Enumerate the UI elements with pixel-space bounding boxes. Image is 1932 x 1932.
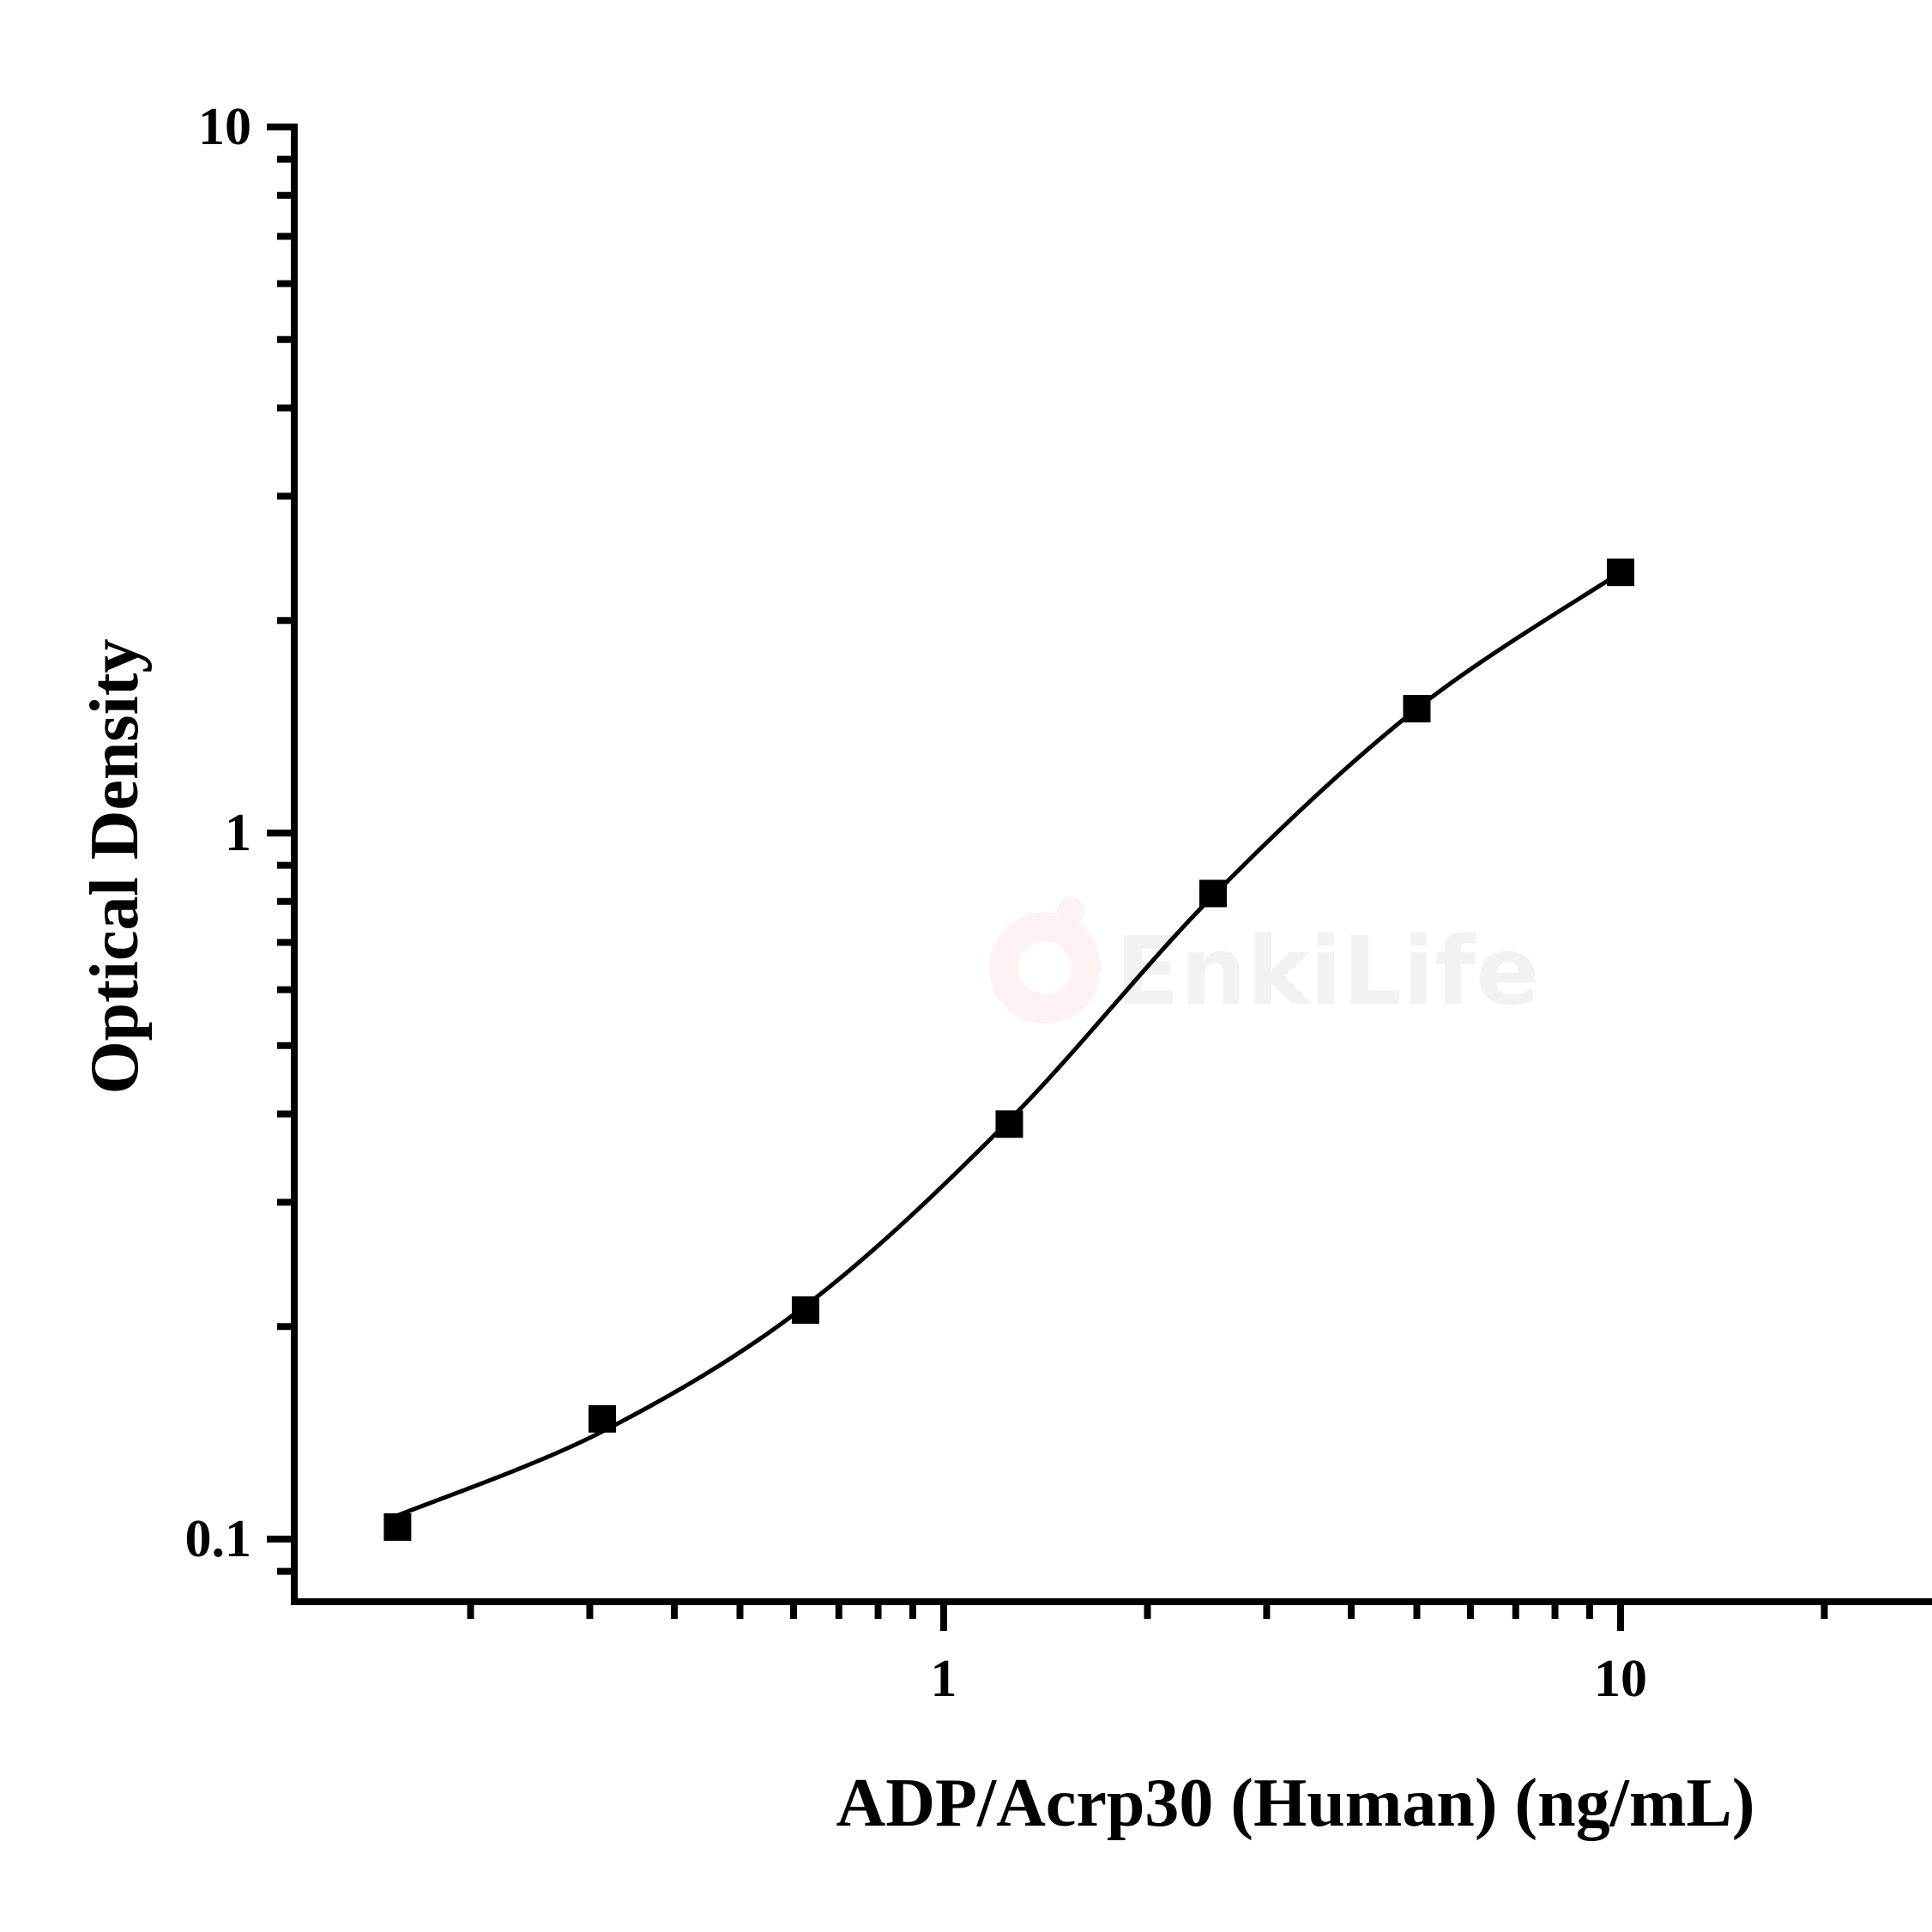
x-tick-label: 10 xyxy=(1594,1650,1647,1708)
x-axis: 1 10 xyxy=(291,1598,1932,1708)
watermark: EnkiLife xyxy=(989,897,1540,1026)
y-tick-label: 0.1 xyxy=(185,1510,252,1568)
y-axis-title: Optical Density xyxy=(77,638,153,1094)
watermark-text: EnkiLife xyxy=(1115,916,1540,1026)
data-point-square-icon xyxy=(995,1110,1023,1138)
y-tick-label: 10 xyxy=(198,98,251,156)
y-tick-label: 1 xyxy=(225,804,251,862)
data-point-square-icon xyxy=(1198,879,1227,908)
watermark-logo-dot-icon xyxy=(1057,897,1084,925)
data-point-square-icon xyxy=(791,1296,819,1325)
fit-curve xyxy=(396,571,1622,1518)
data-points xyxy=(383,558,1634,1541)
data-point-square-icon xyxy=(1403,695,1431,723)
watermark-logo-icon xyxy=(989,912,1101,1023)
x-tick-label: 1 xyxy=(931,1650,957,1708)
data-point-square-icon xyxy=(383,1512,412,1541)
fit-curve-path xyxy=(396,571,1622,1518)
data-point-square-icon xyxy=(588,1404,616,1433)
x-axis-title: ADP/Acrp30 (Human) (ng/mL) xyxy=(836,1766,1754,1841)
y-axis: 0.1 1 10 xyxy=(185,98,298,1605)
data-point-square-icon xyxy=(1607,558,1634,587)
